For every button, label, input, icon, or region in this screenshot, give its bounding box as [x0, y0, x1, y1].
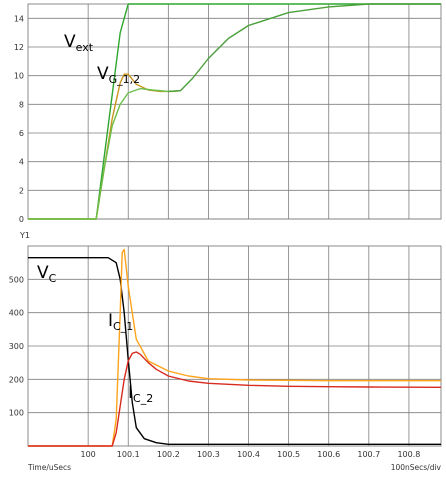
top-y-tick-label: 0: [19, 215, 24, 224]
annotation-vc: VC: [37, 263, 57, 285]
top-plot-frame: [27, 3, 442, 220]
x-tick-label: 100.1: [117, 450, 140, 459]
bottom-y-tick-label: 200: [9, 375, 24, 384]
bottom-y-tick-labels: 100 200 300 400 500: [9, 275, 24, 417]
top-grid: [28, 4, 441, 220]
x-axis-label: Time/uSecs: [27, 463, 71, 472]
x-tick-label: 100.4: [237, 450, 260, 459]
top-y-tick-label: 14: [14, 14, 24, 23]
bottom-y-tick-label: 300: [9, 342, 24, 351]
top-series-line-3: [28, 87, 181, 220]
annotation-ic2: IC_2: [128, 383, 153, 405]
x-tick-label: 100.8: [397, 450, 420, 459]
bottom-series-line-2: [28, 248, 441, 447]
bottom-series-line-1: [28, 257, 441, 445]
bottom-y-tick-label: 500: [9, 275, 24, 284]
top-y-tick-label: 10: [14, 72, 24, 81]
x-tick-label: 100.6: [317, 450, 340, 459]
annotation-vext: Vext: [64, 32, 94, 54]
bottom-y-tick-label: 400: [9, 309, 24, 318]
x-tick-label: 100.7: [357, 450, 380, 459]
top-panel: 0 2 4 6 8 10 12 14 Vext VG_1,2: [14, 3, 442, 224]
x-tick-label: 100.2: [157, 450, 180, 459]
bottom-grid: [28, 246, 441, 446]
top-y-tick-label: 4: [19, 158, 24, 167]
bottom-series-line-3: [28, 351, 442, 447]
top-y-tick-label: 8: [19, 100, 24, 109]
y1-axis-label: Y1: [19, 231, 30, 240]
annotation-ic1: IC_1: [108, 311, 133, 333]
scale-note: 100nSecs/div: [391, 463, 442, 472]
top-y-tick-label: 6: [19, 129, 24, 138]
top-y-tick-label: 2: [19, 186, 24, 195]
annotation-vg12: VG_1,2: [97, 64, 140, 86]
bottom-x-tick-labels: 100 100.1 100.2 100.3 100.4 100.5 100.6 100.7 10…: [81, 450, 421, 459]
x-tick-label: 100: [81, 450, 96, 459]
bottom-y-tick-label: 100: [9, 409, 24, 418]
bottom-series-group: [28, 248, 442, 447]
x-tick-label: 100.3: [197, 450, 220, 459]
top-series-group: [28, 3, 441, 220]
x-tick-label: 100.5: [277, 450, 300, 459]
top-series-line-4: [168, 3, 441, 93]
top-y-tick-label: 12: [14, 43, 24, 52]
top-y-tick-labels: 0 2 4 6 8 10 12 14: [14, 14, 24, 224]
